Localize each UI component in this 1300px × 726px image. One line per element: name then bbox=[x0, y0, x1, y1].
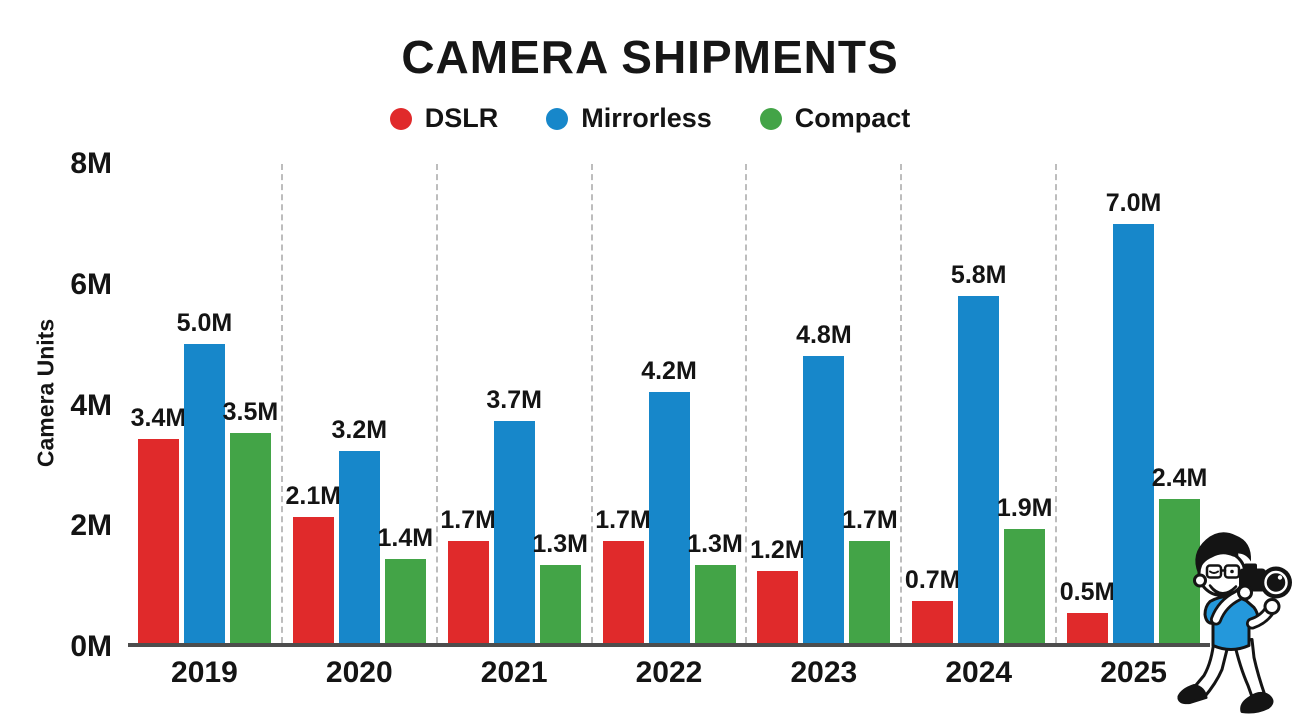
bar-value-label: 1.7M bbox=[842, 506, 898, 535]
bar-compact-2023: 1.7M bbox=[842, 506, 898, 643]
bar-value-label: 7.0M bbox=[1105, 188, 1162, 217]
photographer-cartoon-icon bbox=[1177, 532, 1292, 714]
bar-value-label: 2.4M bbox=[1151, 464, 1208, 493]
legend-item-mirrorless: Mirrorless bbox=[546, 103, 712, 134]
x-tick-2025: 2025 bbox=[1100, 656, 1167, 689]
y-tick-6M: 6M bbox=[70, 267, 112, 301]
bar-value-label: 1.2M bbox=[750, 536, 806, 565]
bar-mirrorless-2023: 4.8M bbox=[796, 321, 852, 643]
x-tick-2022: 2022 bbox=[635, 656, 703, 689]
bar-value-label: 1.7M bbox=[595, 506, 651, 535]
bar-dslr-2024: 0.7M bbox=[905, 566, 961, 643]
bar-groups: 3.4M 5.0M 3.5M 2019 2.1M 3.2M 1.4M 2020 1.7M 3.7M… bbox=[128, 164, 1210, 689]
bar-value-label: 3.5M bbox=[222, 398, 279, 427]
legend-dot-dslr-icon bbox=[389, 107, 412, 130]
x-tick-2024: 2024 bbox=[945, 656, 1013, 689]
bar-compact-2021: 1.3M bbox=[532, 530, 588, 643]
bar-dslr-2019: 3.4M bbox=[131, 404, 186, 643]
bar-compact-2022: 1.3M bbox=[687, 530, 743, 643]
year-group-2023: 1.2M 4.8M 1.7M 2023 bbox=[745, 164, 900, 689]
cartoon-ear bbox=[1193, 573, 1207, 588]
bar-value-label: 4.2M bbox=[641, 356, 697, 385]
cartoon-hair bbox=[1195, 532, 1252, 574]
cartoon-left-hand bbox=[1237, 584, 1253, 601]
bar-value-label: 1.3M bbox=[687, 530, 743, 559]
x-tick-2021: 2021 bbox=[480, 656, 548, 689]
y-tick-8M: 8M bbox=[70, 147, 112, 180]
bar-value-label: 0.5M bbox=[1059, 578, 1116, 607]
year-group-2020: 2.1M 3.2M 1.4M 2020 bbox=[280, 164, 436, 689]
y-axis-label: Camera Units bbox=[32, 318, 59, 468]
legend-dot-mirrorless-icon bbox=[546, 107, 569, 130]
bar-mirrorless-2019: 5.0M bbox=[177, 309, 232, 643]
legend-label: Mirrorless bbox=[581, 103, 712, 133]
bar-dslr-2022: 1.7M bbox=[595, 506, 651, 643]
legend-item-compact: Compact bbox=[759, 103, 911, 134]
cartoon-smile bbox=[1208, 584, 1238, 596]
bar-compact-2020: 1.4M bbox=[377, 524, 433, 643]
legend-item-dslr: DSLR bbox=[389, 103, 499, 134]
bar-value-label: 3.7M bbox=[486, 386, 542, 415]
bar-mirrorless-2021: 3.7M bbox=[486, 386, 542, 643]
y-tick-2M: 2M bbox=[70, 509, 112, 543]
chart-title: CAMERA SHIPMENTS bbox=[401, 31, 899, 83]
bar-dslr-2020: 2.1M bbox=[285, 482, 341, 643]
plot-area: 3.4M 5.0M 3.5M 2019 2.1M 3.2M 1.4M 2020 1.7M 3.7M… bbox=[70, 147, 1210, 689]
bar-compact-2019: 3.5M bbox=[223, 398, 278, 643]
year-group-2025: 0.5M 7.0M 2.4M 2025 bbox=[1055, 164, 1210, 689]
bar-mirrorless-2020: 3.2M bbox=[331, 416, 387, 643]
cartoon-right-hand bbox=[1263, 598, 1281, 615]
legend-dot-compact-icon bbox=[759, 107, 782, 130]
year-group-2022: 1.7M 4.2M 1.3M 2022 bbox=[590, 164, 746, 689]
bar-mirrorless-2024: 5.8M bbox=[951, 261, 1007, 643]
bar-value-label: 3.2M bbox=[331, 416, 388, 445]
y-tick-4M: 4M bbox=[70, 388, 112, 422]
year-group-2019: 3.4M 5.0M 3.5M 2019 bbox=[128, 164, 281, 689]
bar-compact-2025: 2.4M bbox=[1152, 464, 1207, 643]
x-tick-2020: 2020 bbox=[325, 656, 393, 689]
bar-compact-2024: 1.9M bbox=[997, 494, 1053, 643]
y-tick-0M: 0M bbox=[70, 630, 112, 663]
bar-value-label: 3.4M bbox=[130, 404, 187, 433]
x-tick-2019: 2019 bbox=[171, 656, 238, 689]
bar-value-label: 2.1M bbox=[285, 482, 342, 511]
bar-dslr-2025: 0.5M bbox=[1060, 578, 1115, 643]
bar-mirrorless-2025: 7.0M bbox=[1106, 189, 1161, 643]
bar-value-label: 5.8M bbox=[950, 260, 1007, 289]
cartoon-front-shoe bbox=[1177, 684, 1208, 705]
legend-label: Compact bbox=[794, 103, 911, 133]
bar-value-label: 4.8M bbox=[796, 320, 852, 349]
year-group-2021: 1.7M 3.7M 1.3M 2021 bbox=[435, 164, 591, 689]
bar-value-label: 1.9M bbox=[996, 494, 1053, 523]
bar-mirrorless-2022: 4.2M bbox=[641, 357, 697, 643]
bar-dslr-2023: 1.2M bbox=[750, 536, 806, 643]
cartoon-back-shoe bbox=[1240, 691, 1274, 714]
legend: DSLR Mirrorless Compact bbox=[0, 103, 1300, 134]
bar-value-label: 5.0M bbox=[176, 308, 233, 337]
bar-value-label: 0.7M bbox=[904, 566, 961, 595]
bar-value-label: 1.4M bbox=[377, 524, 434, 553]
legend-label: DSLR bbox=[424, 103, 499, 133]
bar-value-label: 1.3M bbox=[532, 530, 588, 559]
bar-dslr-2021: 1.7M bbox=[440, 506, 496, 643]
x-tick-2023: 2023 bbox=[790, 656, 858, 689]
bar-value-label: 1.7M bbox=[440, 506, 496, 535]
year-group-2024: 0.7M 5.8M 1.9M 2024 bbox=[900, 164, 1055, 689]
